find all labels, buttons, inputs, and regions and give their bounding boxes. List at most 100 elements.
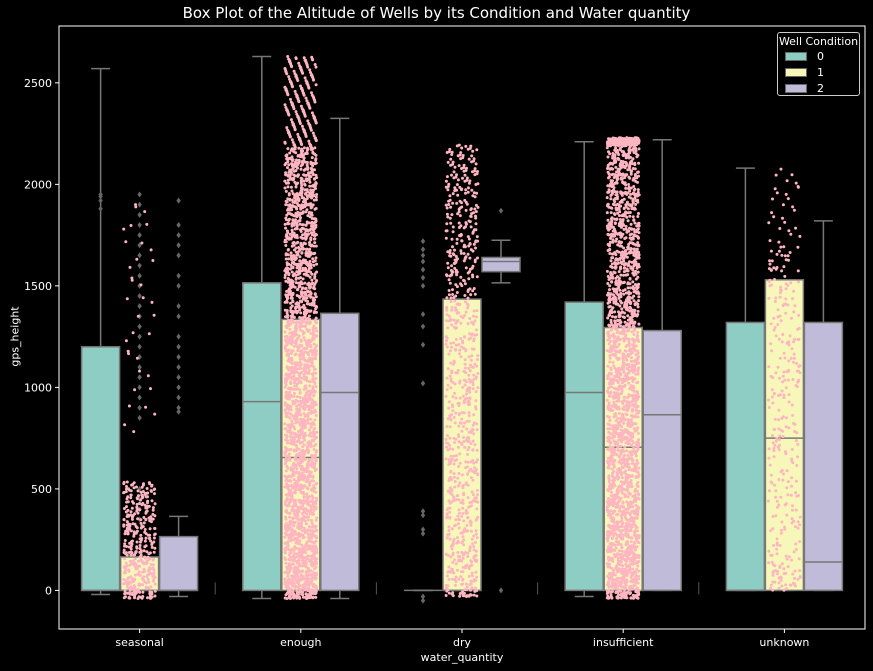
strip-point xyxy=(467,411,471,415)
strip-point xyxy=(307,408,311,412)
strip-point xyxy=(125,515,129,518)
strip-point xyxy=(305,512,309,516)
strip-point xyxy=(311,169,314,173)
strip-point xyxy=(456,514,460,518)
strip-point xyxy=(130,483,134,487)
strip-point xyxy=(448,436,452,440)
strip-point xyxy=(283,339,287,342)
strip-point xyxy=(291,335,295,339)
strip-point xyxy=(285,335,289,339)
strip-point xyxy=(460,146,464,150)
strip-point xyxy=(463,400,467,404)
strip-point xyxy=(143,545,147,549)
strip-point xyxy=(309,563,313,567)
strip-point xyxy=(287,273,291,277)
outlier-marker xyxy=(176,303,181,310)
strip-point xyxy=(290,493,293,496)
strip-point xyxy=(303,325,307,329)
strip-point xyxy=(309,143,313,147)
strip-point xyxy=(285,311,289,315)
strip-point xyxy=(287,368,291,372)
strip-point xyxy=(305,296,309,300)
strip-point xyxy=(284,561,288,565)
strip-point xyxy=(292,387,296,391)
strip-point xyxy=(153,412,157,416)
strip-point xyxy=(295,447,299,451)
strip-point xyxy=(474,532,478,536)
strip-point xyxy=(470,490,474,494)
strip-point xyxy=(123,557,127,561)
strip-point xyxy=(139,538,143,542)
strip-point xyxy=(283,103,287,107)
strip-point xyxy=(467,414,471,418)
strip-point xyxy=(293,427,297,431)
strip-point xyxy=(475,575,479,579)
strip-point xyxy=(304,551,308,554)
strip-point xyxy=(306,479,310,483)
strip-point xyxy=(141,570,144,574)
strip-point xyxy=(284,469,288,473)
strip-point xyxy=(454,411,458,415)
strip-point xyxy=(473,258,477,262)
strip-point xyxy=(471,448,475,452)
strip-point xyxy=(289,256,293,260)
strip-point xyxy=(305,350,309,354)
strip-point xyxy=(133,388,137,392)
strip-point xyxy=(301,499,305,503)
strip-point xyxy=(122,518,126,522)
strip-point xyxy=(469,207,473,211)
strip-point xyxy=(315,321,318,325)
strip-point xyxy=(285,597,289,600)
strip-point xyxy=(128,596,132,600)
strip-point xyxy=(296,213,300,217)
strip-point xyxy=(456,536,459,540)
strip-point xyxy=(301,200,305,204)
strip-point xyxy=(301,332,305,336)
strip-point xyxy=(311,260,315,264)
strip-point xyxy=(636,180,639,184)
strip-point xyxy=(469,476,473,480)
strip-point xyxy=(306,460,310,464)
strip-point xyxy=(284,315,287,319)
strip-point xyxy=(307,587,310,591)
strip-point xyxy=(312,582,316,586)
strip-point xyxy=(309,264,313,268)
strip-point xyxy=(448,254,452,258)
box-0 xyxy=(725,321,766,592)
strip-point xyxy=(310,465,314,469)
strip-point xyxy=(290,155,294,159)
strip-point xyxy=(313,292,317,296)
strip-point xyxy=(311,432,315,436)
strip-point xyxy=(473,589,477,593)
strip-point xyxy=(294,559,298,563)
strip-point xyxy=(150,484,154,488)
strip-point xyxy=(464,566,468,569)
strip-point xyxy=(138,544,142,547)
strip-point xyxy=(127,352,130,356)
strip-point xyxy=(445,425,449,428)
strip-point xyxy=(283,67,287,70)
strip-point xyxy=(305,556,309,560)
strip-point xyxy=(302,310,306,314)
strip-point xyxy=(309,188,313,192)
strip-point xyxy=(456,368,460,372)
strip-point xyxy=(287,321,291,325)
strip-point xyxy=(298,349,302,353)
strip-point xyxy=(293,89,297,93)
strip-point xyxy=(124,568,128,572)
strip-point xyxy=(311,224,315,228)
strip-point xyxy=(305,188,309,192)
strip-point xyxy=(293,331,297,335)
strip-point xyxy=(313,241,317,245)
strip-point xyxy=(290,198,294,202)
strip-point xyxy=(294,276,298,280)
strip-point xyxy=(460,473,464,477)
strip-point xyxy=(283,452,287,456)
strip-point xyxy=(285,504,289,508)
strip-point xyxy=(298,328,302,332)
strip-point xyxy=(284,521,288,525)
strip-point xyxy=(129,547,133,551)
strip-point xyxy=(300,344,304,348)
strip-point xyxy=(457,221,461,225)
strip-point xyxy=(302,407,306,411)
